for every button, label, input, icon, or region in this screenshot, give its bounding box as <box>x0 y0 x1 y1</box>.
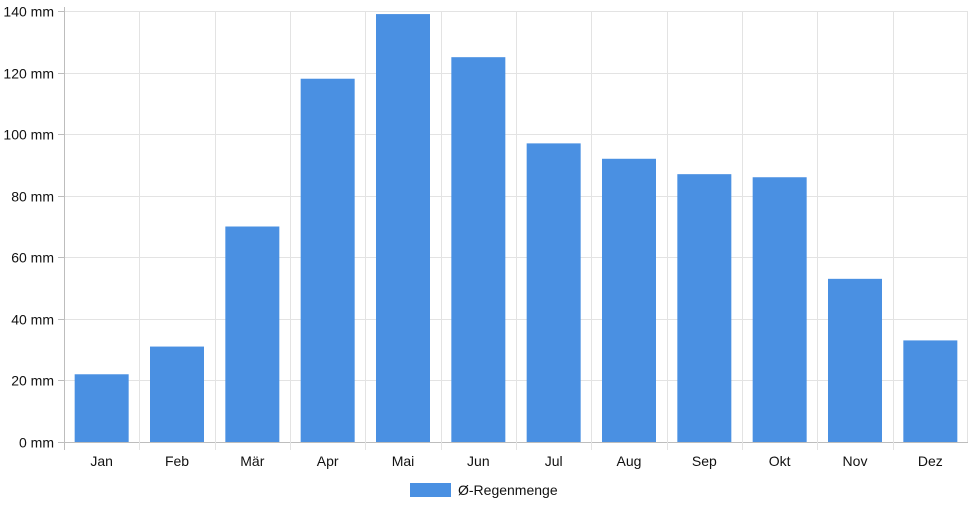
x-tick-label: Okt <box>769 453 791 469</box>
x-tick-label: Mai <box>392 453 415 469</box>
x-tick-label: Mär <box>240 453 264 469</box>
legend-label: Ø-Regenmenge <box>458 482 558 498</box>
y-tick-label: 100 mm <box>3 127 54 143</box>
legend[interactable]: Ø-Regenmenge <box>410 482 558 498</box>
legend-swatch <box>410 483 451 497</box>
bar[interactable] <box>150 346 204 442</box>
y-tick-label: 80 mm <box>11 189 54 205</box>
x-tick-label: Jul <box>545 453 563 469</box>
x-tick-label: Nov <box>843 453 868 469</box>
bar[interactable] <box>903 340 958 442</box>
bar[interactable] <box>300 78 355 442</box>
y-tick-label: 140 mm <box>3 4 54 20</box>
x-tick-label: Dez <box>918 453 943 469</box>
bar[interactable] <box>602 158 656 442</box>
x-tick-label: Jan <box>90 453 113 469</box>
y-tick-label: 120 mm <box>3 66 54 82</box>
y-tick-label: 40 mm <box>11 312 54 328</box>
bar[interactable] <box>225 226 280 443</box>
bar[interactable] <box>376 14 430 442</box>
bar[interactable] <box>828 278 882 442</box>
x-tick-label: Aug <box>617 453 642 469</box>
bar[interactable] <box>526 143 581 442</box>
x-tick-label: Feb <box>165 453 189 469</box>
x-tick-label: Apr <box>317 453 339 469</box>
bar[interactable] <box>677 174 732 442</box>
y-tick-label: 20 mm <box>11 373 54 389</box>
bar-series <box>74 14 958 443</box>
x-axis-tick-labels: Jan Feb Mär Apr Mai Jun Jul Aug Sep Okt Nov Dez <box>90 453 942 469</box>
y-tick-label: 60 mm <box>11 250 54 266</box>
bar[interactable] <box>74 374 129 442</box>
grid-lines <box>64 11 968 442</box>
x-tick-label: Jun <box>467 453 490 469</box>
bar[interactable] <box>451 57 506 443</box>
y-tick-label: 0 mm <box>19 435 54 451</box>
y-axis-tick-labels: 0 mm 20 mm 40 mm 60 mm 80 mm 100 mm 120 mm 140 … <box>3 4 54 451</box>
bar[interactable] <box>752 177 807 442</box>
x-tick-label: Sep <box>692 453 717 469</box>
axes <box>58 7 968 450</box>
